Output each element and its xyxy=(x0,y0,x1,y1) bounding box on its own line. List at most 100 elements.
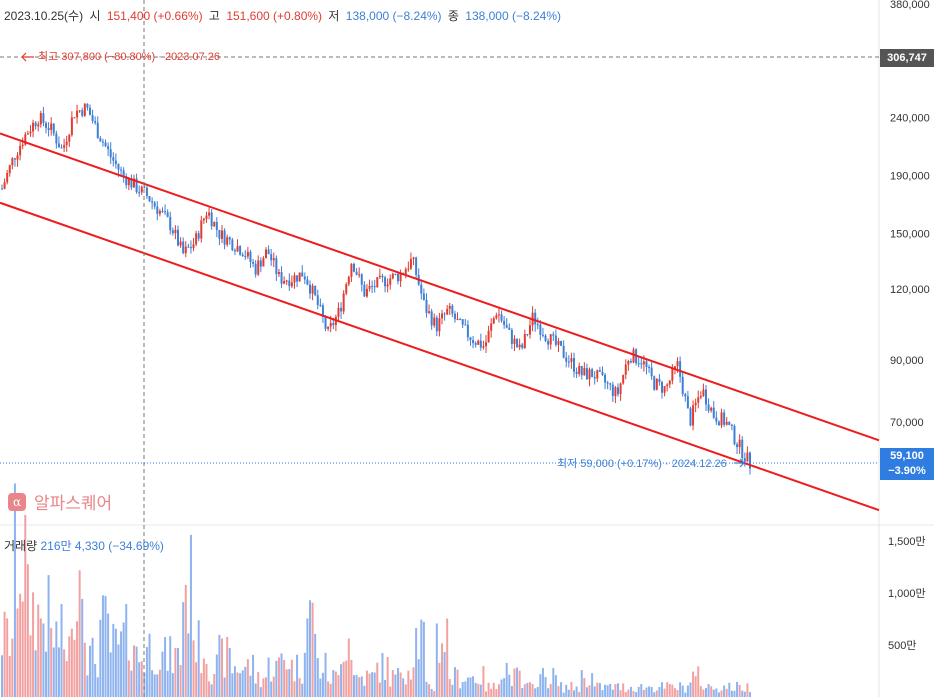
candle-body xyxy=(112,157,115,161)
candle-body xyxy=(456,319,459,321)
candle-body xyxy=(609,383,612,385)
candle-body xyxy=(231,239,234,251)
candle-body xyxy=(223,230,226,245)
candle-body xyxy=(353,263,355,272)
volume-bar xyxy=(645,687,648,697)
candle-body xyxy=(689,408,692,426)
ohlc-header: 2023.10.25(수) 시 151,400 (+0.66%) 고 151,6… xyxy=(4,7,564,24)
volume-bar xyxy=(169,636,172,697)
candle-body xyxy=(738,439,741,448)
candle-body xyxy=(448,305,451,309)
candle-body xyxy=(262,258,265,267)
volume-bar xyxy=(65,661,68,697)
candle-body xyxy=(81,110,84,116)
volume-bar xyxy=(153,674,156,697)
candle-body xyxy=(477,340,480,345)
volume-bar xyxy=(133,645,135,697)
volume-bar xyxy=(730,690,733,697)
candle-body xyxy=(596,370,599,379)
volume-bar xyxy=(671,684,674,697)
volume-bar xyxy=(21,601,24,697)
volume-bar xyxy=(19,593,22,697)
volume-bar xyxy=(386,656,389,697)
volume-bar xyxy=(640,684,643,697)
volume-bar xyxy=(477,683,480,697)
candle-body xyxy=(570,358,573,362)
volume-bar xyxy=(661,682,663,697)
volume-bar xyxy=(629,686,632,697)
volume-bar xyxy=(50,628,53,697)
candle-body xyxy=(228,237,231,240)
candle-body xyxy=(290,282,293,287)
candle-body xyxy=(741,439,744,459)
volume-bar xyxy=(598,683,601,697)
volume-bar xyxy=(624,692,627,697)
candle-body xyxy=(226,237,229,245)
volume-bar xyxy=(57,647,60,697)
volume-bar xyxy=(275,660,278,697)
volume-bar xyxy=(422,621,425,697)
candle-body xyxy=(368,285,371,289)
volume-bar xyxy=(298,678,301,697)
volume-bar xyxy=(653,692,656,697)
volume-bar xyxy=(76,621,79,697)
candle-body xyxy=(179,241,182,246)
volume-bar xyxy=(321,672,324,697)
current-price-value: 59,100 xyxy=(890,450,924,462)
volume-bar xyxy=(70,628,73,697)
volume-bar xyxy=(500,679,503,697)
candle-body xyxy=(425,299,428,313)
candle-body xyxy=(728,421,731,425)
volume-bar xyxy=(459,688,462,697)
volume-bar xyxy=(16,608,19,697)
volume-bar xyxy=(717,692,720,697)
candle-body xyxy=(466,324,469,338)
volume-bar xyxy=(156,674,159,697)
candle-body xyxy=(63,145,66,148)
candle-body xyxy=(21,144,24,146)
volume-bar xyxy=(342,661,345,697)
volume-bar xyxy=(151,670,154,697)
candle-body xyxy=(45,122,47,128)
candle-body xyxy=(539,324,542,335)
candle-body xyxy=(554,335,557,345)
candle-body xyxy=(161,210,164,212)
volume-bar xyxy=(39,618,42,697)
candle-body xyxy=(446,308,449,315)
candle-body xyxy=(55,133,58,144)
volume-bar xyxy=(492,682,495,697)
volume-bar xyxy=(541,667,544,697)
volume-bar xyxy=(32,592,35,697)
price-tick-label: 70,000 xyxy=(890,417,924,429)
candle-body xyxy=(221,230,223,239)
candle-body xyxy=(11,158,14,166)
candle-body xyxy=(510,329,513,344)
candle-body xyxy=(575,371,578,374)
candle-body xyxy=(598,370,601,372)
volume-bar xyxy=(99,619,102,697)
volume-bar xyxy=(601,690,604,697)
volume-bar xyxy=(373,672,376,697)
candle-body xyxy=(580,366,583,376)
volume-bar xyxy=(743,691,746,697)
candle-body xyxy=(391,273,394,279)
open-label: 시 xyxy=(89,9,101,23)
volume-bar xyxy=(148,633,151,697)
candle-body xyxy=(78,110,81,112)
volume-bar xyxy=(723,685,726,697)
candle-body xyxy=(171,230,174,234)
candle-body xyxy=(601,371,604,375)
candle-body xyxy=(681,376,684,395)
candle-body xyxy=(83,103,86,116)
candle-body xyxy=(1,188,3,190)
candle-body xyxy=(435,317,438,332)
candle-body xyxy=(153,202,156,207)
candle-body xyxy=(518,344,521,348)
volume-bar xyxy=(728,682,731,697)
candle-body xyxy=(8,165,11,174)
candle-body xyxy=(246,251,249,257)
volume-bar xyxy=(663,688,666,697)
volume-bar xyxy=(469,677,472,697)
candle-body xyxy=(715,417,718,422)
